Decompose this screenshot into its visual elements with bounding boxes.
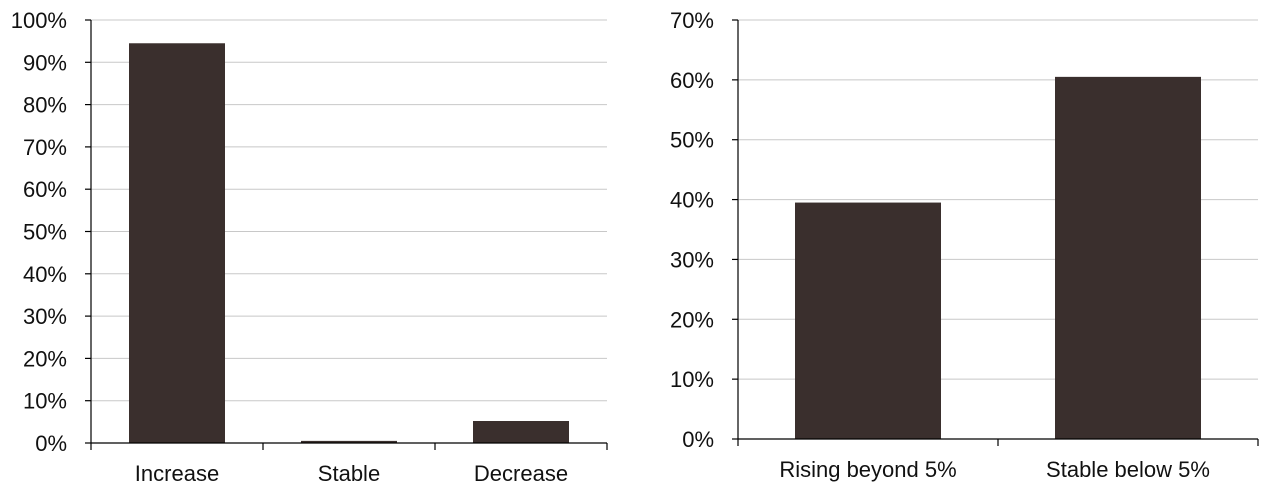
right-ytick-label-2: 20% <box>670 307 714 332</box>
right-ytick-label-5: 50% <box>670 128 714 153</box>
left-ytick-label-6: 60% <box>23 177 67 202</box>
left-category-label-0: Increase <box>135 461 219 486</box>
left-ytick-label-7: 70% <box>23 135 67 160</box>
chart-right: 0% 10% 20% 30% 40% 50% 60% 70% Rising beyond 5% S… <box>670 8 1259 482</box>
left-category-label-1: Stable <box>318 461 380 486</box>
left-ytick-label-10: 100% <box>11 8 67 33</box>
left-ytick-label-3: 30% <box>23 304 67 329</box>
left-bar-increase <box>129 43 225 443</box>
left-ytick-label-4: 40% <box>23 262 67 287</box>
left-ytick-label-2: 20% <box>23 346 67 371</box>
left-ytick-label-5: 50% <box>23 220 67 245</box>
left-ytick-label-8: 80% <box>23 93 67 118</box>
left-ytick-label-1: 10% <box>23 389 67 414</box>
left-ytick-label-0: 0% <box>35 431 67 456</box>
right-ytick-label-7: 70% <box>670 8 714 33</box>
left-category-label-2: Decrease <box>474 461 568 486</box>
left-bar-stable <box>301 440 397 443</box>
right-ytick-label-0: 0% <box>682 427 714 452</box>
chart-left: 0% 10% 20% 30% 40% 50% 60% 70% 80% 90% 100% Increas… <box>11 8 608 486</box>
right-ytick-label-6: 60% <box>670 68 714 93</box>
right-bar-stable-below-5- <box>1055 76 1201 439</box>
right-ytick-label-3: 30% <box>670 247 714 272</box>
right-category-label-1: Stable below 5% <box>1046 457 1210 482</box>
right-ytick-label-4: 40% <box>670 188 714 213</box>
right-bar-rising-beyond-5- <box>795 202 941 439</box>
left-bar-decrease <box>473 421 569 443</box>
right-ytick-label-1: 10% <box>670 367 714 392</box>
left-ytick-label-9: 90% <box>23 50 67 75</box>
right-category-label-0: Rising beyond 5% <box>779 457 956 482</box>
